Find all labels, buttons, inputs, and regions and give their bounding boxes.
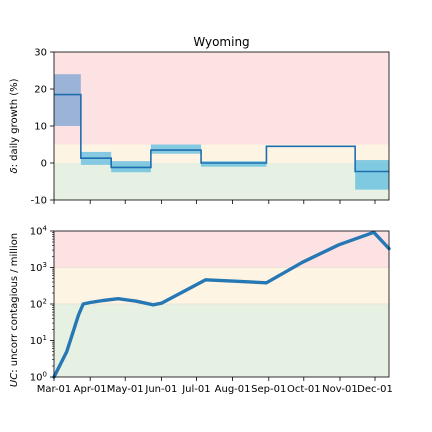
growth-zones xyxy=(54,52,389,200)
growth-y-axis-label: δ: daily growth (%) xyxy=(9,78,20,173)
x-tick-label: Nov-01 xyxy=(322,384,358,395)
growth-step-line xyxy=(54,93,389,173)
growth-x-ticks xyxy=(53,200,376,204)
growth-y-tick-label: 0 xyxy=(41,159,47,170)
growth-band-6 xyxy=(355,160,389,190)
contagious-y-axis-text: : uncorr contagious / million xyxy=(9,233,20,373)
contagious-y-tick-label: 103 xyxy=(30,261,47,274)
growth-y-axis-text: : daily growth (%) xyxy=(9,78,20,167)
contagious-y-ticks: 100 101 102 103 104 xyxy=(30,225,54,384)
contagious-y-tick-label: 102 xyxy=(30,298,47,311)
contagious-y-axis-label: UC: uncorr contagious / million xyxy=(9,233,20,387)
contagious-y-tick-label: 101 xyxy=(30,334,47,347)
contagious-y-axis-symbol: UC xyxy=(9,373,20,387)
growth-band-3 xyxy=(150,144,202,154)
x-tick-label: Aug-01 xyxy=(215,384,251,395)
growth-y-tick-label: 30 xyxy=(34,48,47,59)
growth-zone-0 xyxy=(54,52,389,145)
x-tick-label: Jun-01 xyxy=(144,384,177,395)
growth-y-tick-label: 20 xyxy=(34,85,47,96)
contagious-zone-2 xyxy=(54,304,389,377)
growth-zone-2 xyxy=(54,163,389,200)
contagious-zone-0 xyxy=(54,231,389,268)
x-tick-label: Dec-01 xyxy=(357,384,393,395)
contagious-y-tick-label: 104 xyxy=(30,225,48,238)
growth-rate-panel: -10 0 10 20 30 Wyoming δ: daily growth (%) xyxy=(9,35,390,207)
contagious-zone-1 xyxy=(54,267,389,304)
x-tick-label: Apr-01 xyxy=(74,384,107,395)
chart-title: Wyoming xyxy=(193,35,249,49)
contagious-y-tick-label: 100 xyxy=(30,371,47,384)
growth-band-4 xyxy=(201,161,267,167)
contagious-panel: 100 101 102 103 104 Mar-01 Apr-01 May-01 Jun-01… xyxy=(9,225,393,396)
growth-y-ticks: -10 0 10 20 30 xyxy=(31,48,54,207)
x-tick-label: Oct-01 xyxy=(287,384,321,395)
x-tick-label: May-01 xyxy=(107,384,144,395)
growth-band-0 xyxy=(54,74,81,126)
x-tick-label: Jul-01 xyxy=(181,384,210,395)
contagious-line xyxy=(52,230,391,379)
growth-y-axis-symbol: δ xyxy=(9,167,20,173)
x-tick-label: Mar-01 xyxy=(37,384,72,395)
growth-y-tick-label: -10 xyxy=(31,196,47,207)
growth-zone-1 xyxy=(54,144,389,163)
growth-y-tick-label: 10 xyxy=(34,122,47,133)
contagious-x-ticks: Mar-01 Apr-01 May-01 Jun-01 Jul-01 Aug-01 Sep-… xyxy=(37,377,393,395)
contagious-zones xyxy=(54,231,389,377)
x-tick-label: Sep-01 xyxy=(251,384,286,395)
